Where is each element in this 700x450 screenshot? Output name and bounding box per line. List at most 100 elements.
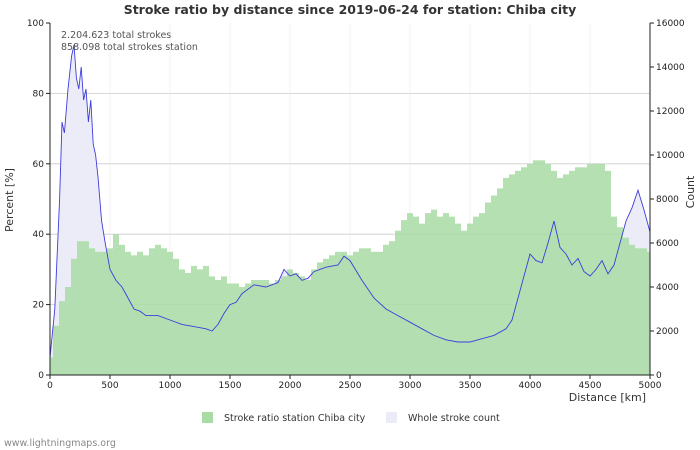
ratio-bar [275,280,281,375]
ratio-bar [245,283,251,375]
y-left-tick-label: 0 [38,371,44,381]
ratio-bar [83,241,89,375]
ratio-bar [323,258,329,375]
y-left-tick-label: 20 [33,301,45,311]
x-tick-label: 1000 [159,381,182,391]
x-tick-label: 2500 [339,381,362,391]
ratio-bar [533,160,539,375]
ratio-bar [377,251,383,375]
ratio-bar [425,213,431,375]
x-axis-label: Distance [km] [569,391,646,404]
whole-stroke-line [49,44,651,358]
ratio-bar [335,251,341,375]
ratio-bar [71,258,77,375]
annotation-total-strokes: 2.204.623 total strokes [61,30,171,41]
ratio-bar [131,255,137,375]
ratio-bar [617,227,623,375]
ratio-bar [293,272,299,375]
ratio-bar [77,241,83,375]
ratio-bar [509,174,515,375]
y-right-tick-label: 4000 [656,283,679,293]
ratio-bar [191,265,197,375]
ratio-bar [497,188,503,375]
ratio-bar [305,280,311,375]
x-tick-label: 3500 [459,381,482,391]
ratio-bar [365,248,371,375]
legend: Stroke ratio station Chiba city Whole st… [202,412,500,424]
y-right-tick-label: 16000 [656,19,685,29]
ratio-bar [329,255,335,375]
ratio-bar [545,163,551,375]
x-tick-label: 3000 [399,381,422,391]
ratio-bar [107,248,113,375]
ratio-bar [263,280,269,375]
ratio-bar [65,287,71,375]
ratio-bar [563,174,569,375]
ratio-bar [527,163,533,375]
y-right-tick-label: 12000 [656,107,685,117]
ratio-bar [239,287,245,375]
ratio-bar [455,223,461,375]
ratio-bar [155,244,161,375]
ratio-bar [113,234,119,375]
ratio-bar [437,216,443,375]
ratio-bar [353,251,359,375]
legend-swatch-count [386,412,397,423]
whole-stroke-line-layer [49,44,651,358]
ratio-bar [167,251,173,375]
ratio-bar [371,251,377,375]
ratio-bar [611,216,617,375]
ratio-bar [515,170,521,375]
ratio-bar [50,357,53,375]
ratio-bar [347,255,353,375]
ratio-bar [647,251,650,375]
ratio-bar [251,280,257,375]
ratio-bar [137,251,143,375]
y-right-tick-label: 8000 [656,195,679,205]
ratio-bar [299,276,305,375]
ratio-bar [383,244,389,375]
y-right-tick-label: 10000 [656,151,685,161]
ratio-bar [203,265,209,375]
ratio-bar [491,195,497,375]
ratio-bar [197,269,203,375]
ratio-bar [227,283,233,375]
ratio-bar [317,262,323,375]
ratio-bar [503,177,509,375]
ratio-bar [467,223,473,375]
legend-label-count: Whole stroke count [408,413,500,424]
ratio-bar [125,251,131,375]
ratio-bar [431,209,437,375]
ratio-bar [257,280,263,375]
legend-label-ratio: Stroke ratio station Chiba city [224,413,366,424]
x-tick-label: 4000 [519,381,542,391]
ratio-bar [521,167,527,375]
ratio-bar [95,251,101,375]
ratio-bar [311,269,317,375]
ratio-bar [623,237,629,375]
ratio-bar [461,230,467,375]
y-right-tick-label: 2000 [656,327,679,337]
ratio-bar [359,248,365,375]
ratio-bar [443,213,449,375]
ratio-bar [629,244,635,375]
ratio-bar [119,244,125,375]
footer-source: www.lightningmaps.org [4,438,116,449]
x-tick-label: 4500 [579,381,602,391]
ratio-bar [395,230,401,375]
ratio-bar [407,213,413,375]
ratio-bar [557,177,563,375]
ratio-bar [53,325,59,375]
ratio-bar [401,220,407,375]
ratio-bar [89,248,95,375]
ratio-bar [149,248,155,375]
y-right-ticks: 0 2000 4000 6000 8000 10000 12000 14000 16000 [650,19,685,381]
ratio-bar [413,216,419,375]
ratio-bar [59,301,65,375]
ratio-bar [479,213,485,375]
ratio-bar [341,251,347,375]
ratio-bar [575,167,581,375]
ratio-bar [569,170,575,375]
ratio-bar [551,170,557,375]
